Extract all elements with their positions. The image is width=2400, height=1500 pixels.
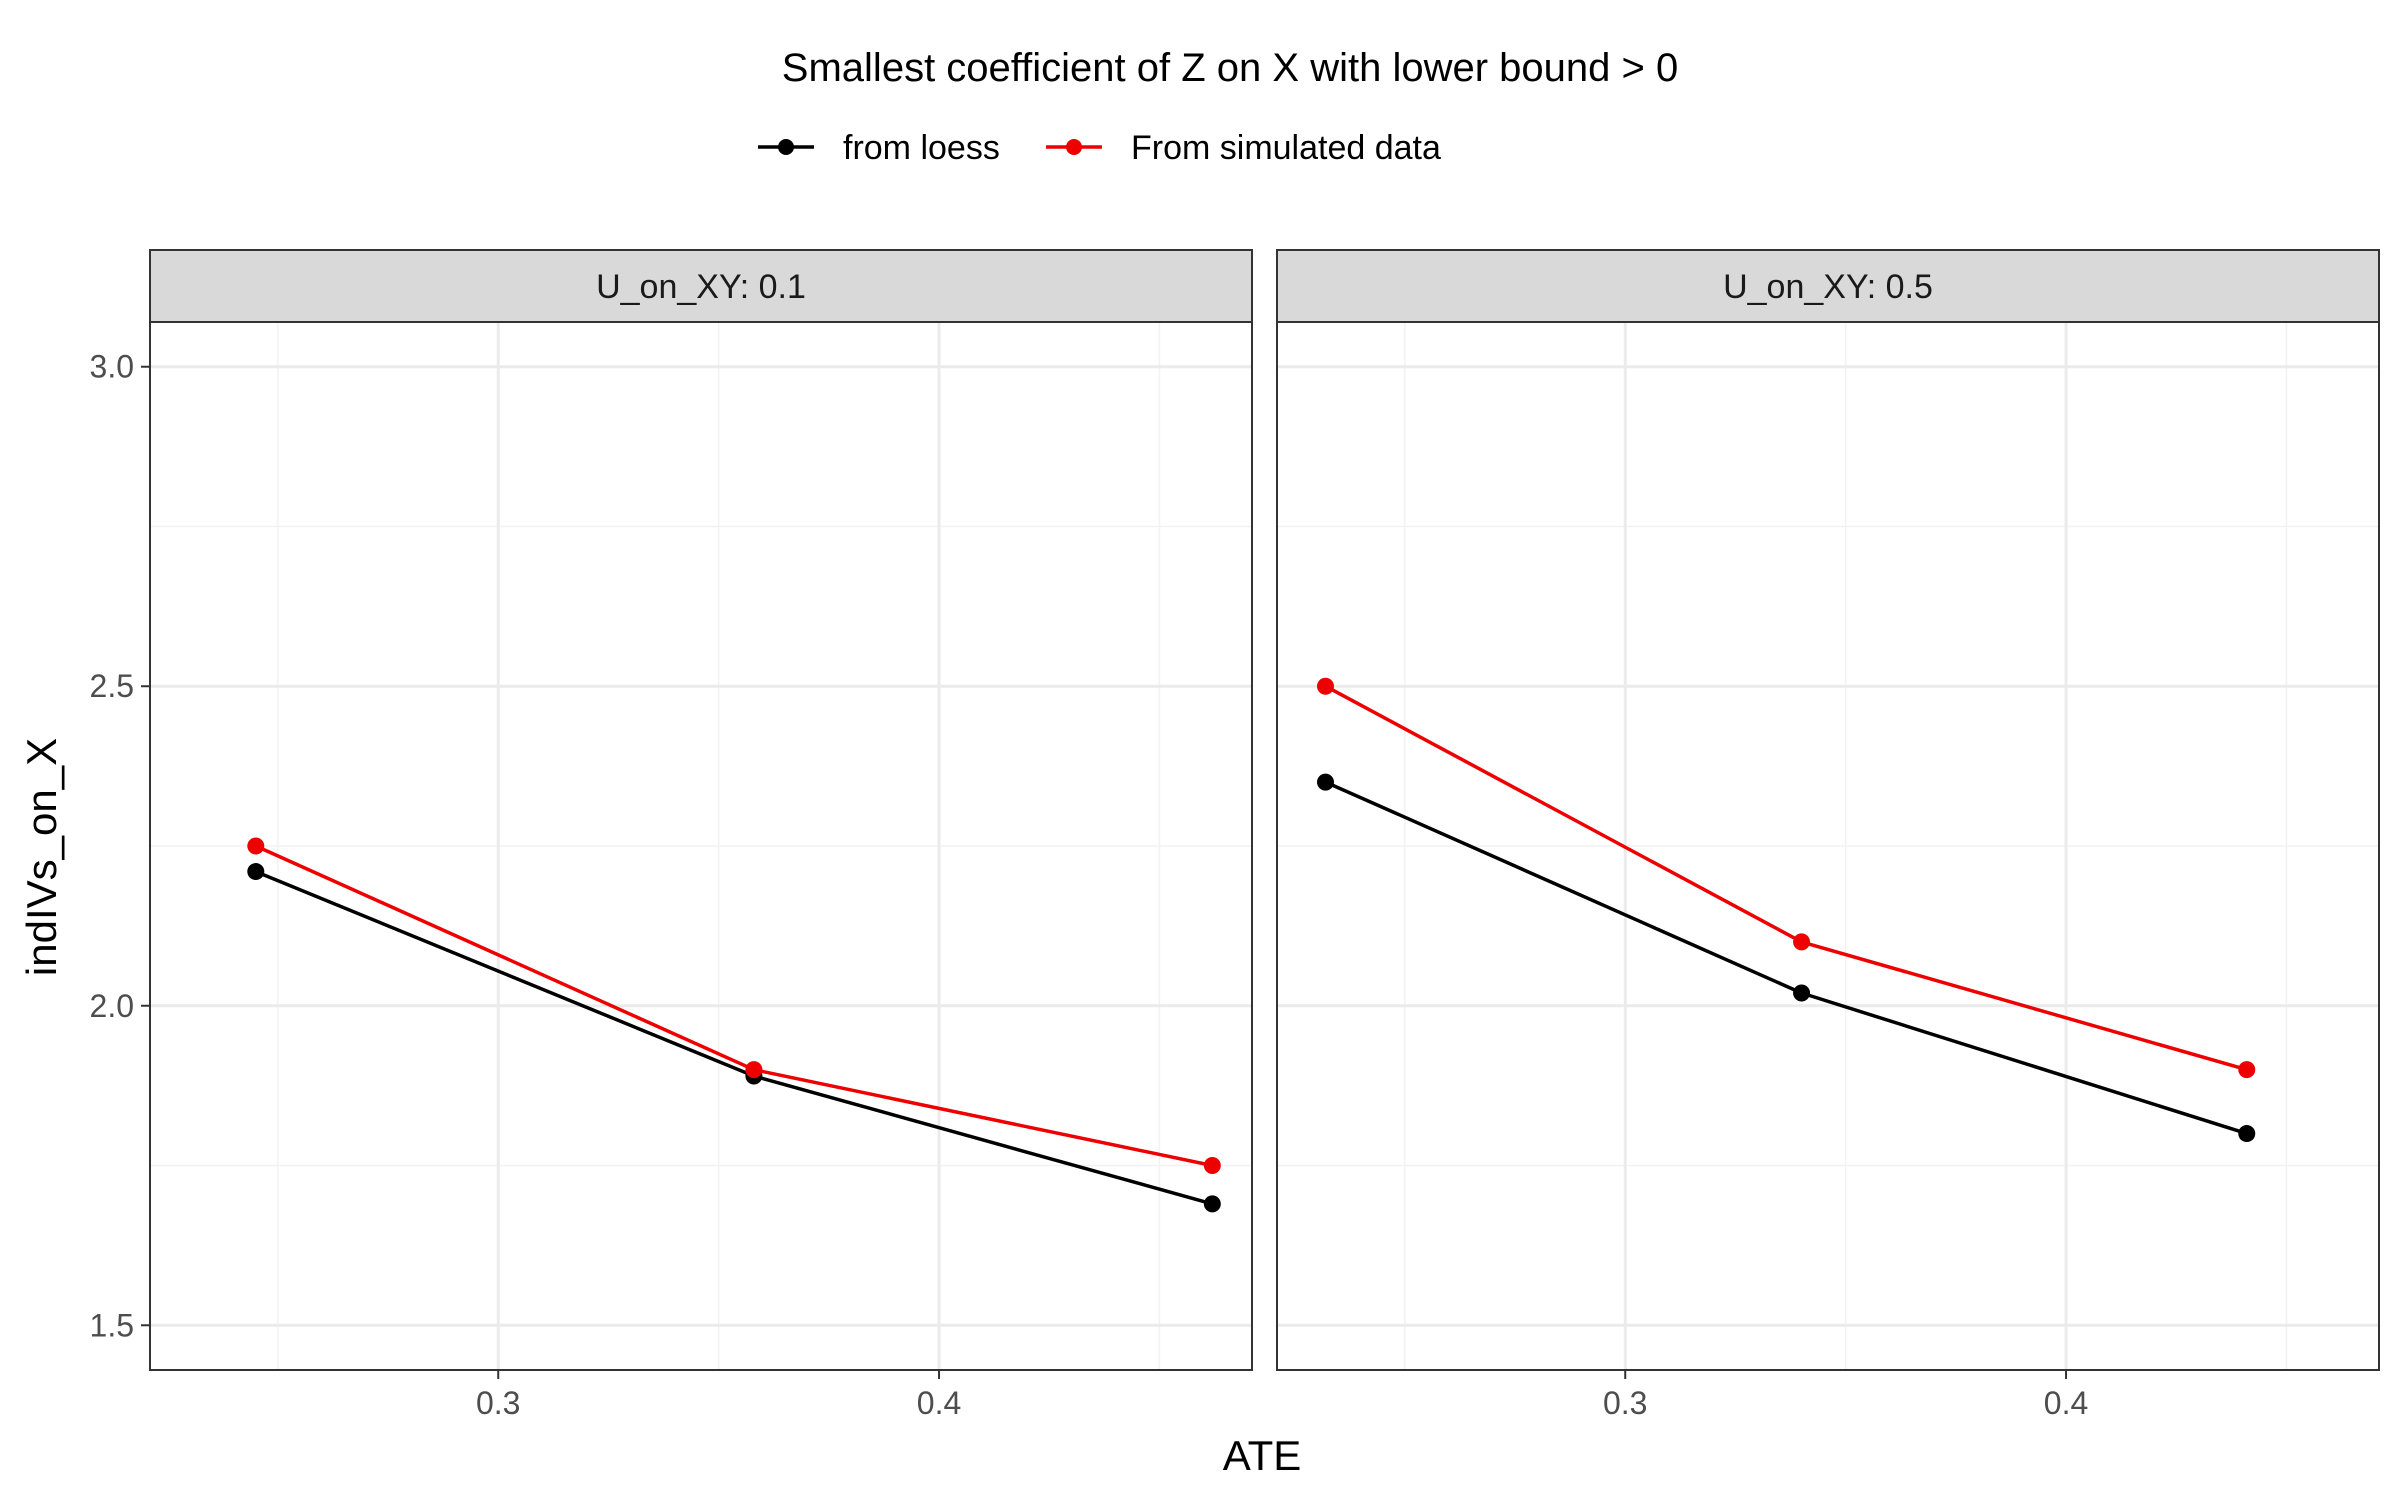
x-axis-title: ATE xyxy=(1223,1432,1302,1479)
facet-strip xyxy=(1276,249,2380,323)
data-point-from-loess xyxy=(2238,1125,2256,1143)
series-from-loess xyxy=(1316,773,2256,1143)
legend-label-loess: from loess xyxy=(843,129,1000,167)
chart-title: Smallest coefficient of Z on X with lowe… xyxy=(782,46,1678,90)
y-tick-label: 2.0 xyxy=(90,988,134,1024)
data-point-from-simulated-data xyxy=(2238,1061,2256,1079)
data-point-from-simulated-data xyxy=(745,1061,763,1079)
legend-item-simulated: From simulated data xyxy=(1046,129,1441,167)
facet-panels: U_on_XY: 0.10.3 0.41.52.02.53.0U_on_XY: 0… xyxy=(90,249,2380,1421)
y-axis-title: indIVs_on_X xyxy=(18,738,65,976)
x-tick-label: 0.4 xyxy=(917,1385,961,1421)
x-tick-label: 0.4 xyxy=(2044,1385,2088,1421)
legend-item-loess: from loess xyxy=(758,129,1000,167)
facet-strip-label: U_on_XY: 0.1 xyxy=(596,268,806,306)
series-from-simulated-data xyxy=(1316,677,2256,1079)
facet-strip xyxy=(149,249,1253,323)
facet-strip-label: U_on_XY: 0.5 xyxy=(1723,268,1933,306)
data-point-from-simulated-data xyxy=(247,837,265,855)
panel-1: U_on_XY: 0.1 0.3 0.4 1.5 2.0 2.5 3.0 xyxy=(90,249,1253,1421)
data-point-from-loess xyxy=(247,863,265,881)
legend-key-point-simulated xyxy=(1066,139,1082,155)
data-point-from-simulated-data xyxy=(1203,1157,1221,1175)
y-tick-label: 2.5 xyxy=(90,668,134,704)
data-point-from-loess xyxy=(1203,1195,1221,1213)
x-tick-label: 0.3 xyxy=(1603,1385,1647,1421)
panel-2: U_on_XY: 0.5 0.3 0.4 xyxy=(1276,249,2380,1421)
data-point-from-loess xyxy=(1793,984,1811,1002)
legend: from loess From simulated data xyxy=(758,129,1441,167)
y-tick-label: 3.0 xyxy=(90,349,134,385)
legend-key-point-loess xyxy=(778,139,794,155)
y-tick-label: 1.5 xyxy=(90,1307,134,1343)
data-point-from-simulated-data xyxy=(1793,933,1811,951)
data-point-from-simulated-data xyxy=(1316,677,1334,695)
series-from-simulated-data xyxy=(247,837,1221,1175)
data-point-from-loess xyxy=(1316,773,1334,791)
legend-label-simulated: From simulated data xyxy=(1131,129,1441,167)
x-tick-label: 0.3 xyxy=(476,1385,520,1421)
